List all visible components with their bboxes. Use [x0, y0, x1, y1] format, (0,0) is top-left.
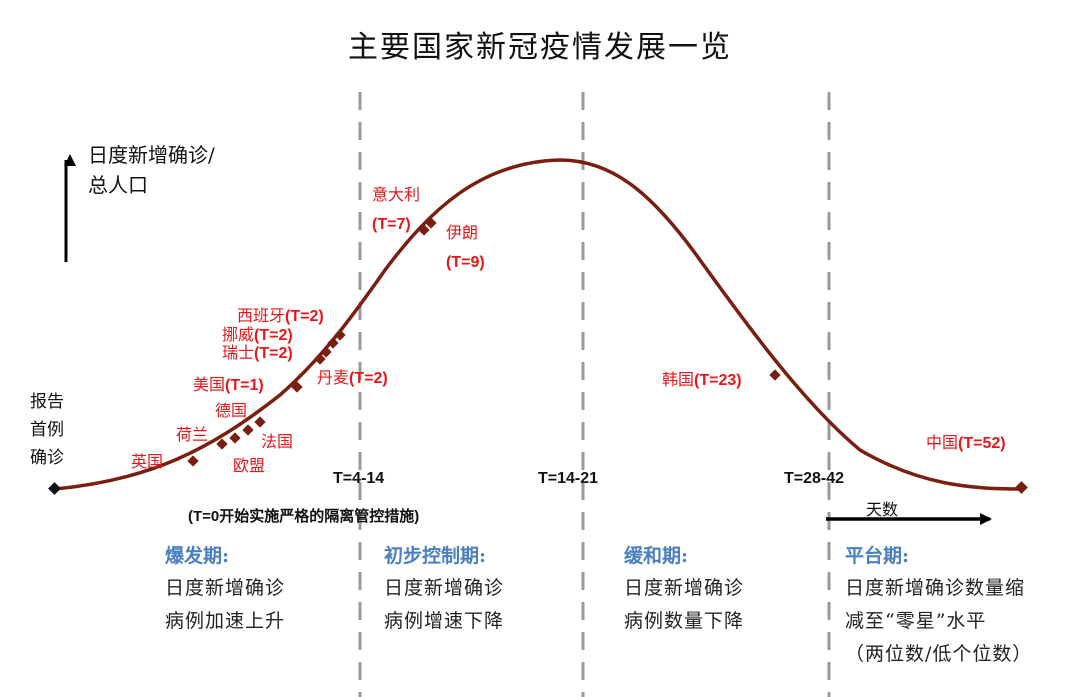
marker-ir	[425, 217, 437, 229]
label-es-name: 西班牙	[237, 306, 286, 325]
label-it-name: 意大利	[372, 185, 421, 204]
label-us-name: 美国	[193, 375, 226, 394]
phase-initial-control-title: 初步控制期:	[384, 545, 487, 567]
marker-es	[334, 329, 346, 341]
label-dk-name: 丹麦	[317, 368, 350, 387]
label-cn: 中国(T=52)	[926, 433, 1006, 454]
phase-easing-line-1: 日度新增确诊	[624, 577, 745, 599]
tick-t4-14: T=4-14	[333, 470, 385, 487]
phase-outbreak-line-2: 病例加速上升	[165, 610, 286, 632]
origin-label-line-1: 报告	[30, 392, 64, 412]
marker-dk	[314, 353, 326, 365]
label-it-t: (T=7)	[372, 216, 411, 233]
phase-plateau-line-3: （两位数/低个位数）	[845, 643, 1033, 665]
point-markers	[187, 217, 1028, 494]
label-cn-name: 中国	[926, 433, 959, 452]
x-axis-note: (T=0开始实施严格的隔离管控措施)	[188, 508, 420, 525]
label-ch-name: 瑞士	[222, 343, 255, 362]
label-nl: 荷兰	[176, 425, 208, 446]
marker-us	[291, 381, 303, 393]
label-eu-name: 欧盟	[233, 456, 266, 475]
origin-label: 报告 首例 确诊	[30, 388, 64, 472]
label-it: 意大利 (T=7)	[372, 180, 420, 240]
marker-uk	[187, 455, 199, 467]
epidemic-curve	[54, 158, 1024, 491]
marker-kr	[769, 369, 781, 381]
phase-outbreak-title: 爆发期:	[165, 545, 230, 567]
label-no-t: (T=2)	[254, 327, 293, 344]
origin-marker	[48, 482, 61, 495]
marker-it	[418, 224, 430, 236]
phase-easing-line-2: 病例数量下降	[624, 610, 745, 632]
phase-initial-control: 初步控制期: 日度新增确诊 病例增速下降	[384, 540, 504, 638]
marker-eu	[242, 424, 254, 436]
diagram-title: 主要国家新冠疫情发展一览	[348, 30, 732, 65]
marker-fr	[254, 416, 266, 428]
y-axis-label-line-2: 总人口	[88, 173, 148, 197]
label-ch: 瑞士(T=2)	[222, 343, 293, 364]
origin-label-line-2: 首例	[30, 420, 64, 440]
origin-label-line-3: 确诊	[30, 448, 64, 468]
label-eu: 欧盟	[233, 456, 265, 477]
label-nl-name: 荷兰	[176, 425, 209, 444]
label-kr-name: 韩国	[662, 370, 695, 389]
label-dk-t: (T=2)	[349, 370, 388, 387]
label-uk-name: 英国	[131, 452, 164, 471]
phase-outbreak-line-1: 日度新增确诊	[165, 577, 286, 599]
phase-plateau: 平台期: 日度新增确诊数量缩 减至“零星”水平 （两位数/低个位数）	[845, 540, 1032, 671]
phase-easing: 缓和期: 日度新增确诊 病例数量下降	[624, 540, 744, 638]
label-es: 西班牙(T=2)	[237, 306, 324, 327]
label-uk: 英国	[131, 452, 163, 473]
x-axis-label: 天数	[866, 500, 899, 519]
y-axis-label-line-1: 日度新增确诊/	[88, 143, 215, 167]
marker-ch	[320, 346, 332, 358]
label-cn-t: (T=52)	[958, 435, 1006, 452]
marker-cn	[1015, 481, 1028, 494]
label-kr-t: (T=23)	[694, 372, 742, 389]
label-de-name: 德国	[215, 401, 248, 420]
label-de: 德国	[215, 401, 247, 422]
phase-initial-control-line-1: 日度新增确诊	[384, 577, 505, 599]
label-ch-t: (T=2)	[254, 345, 293, 362]
label-no: 挪威(T=2)	[222, 325, 293, 346]
marker-nl	[216, 438, 228, 450]
phase-plateau-line-1: 日度新增确诊数量缩	[845, 577, 1026, 599]
label-ir: 伊朗 (T=9)	[446, 218, 485, 278]
label-ir-name: 伊朗	[446, 223, 479, 242]
phase-outbreak: 爆发期: 日度新增确诊 病例加速上升	[165, 540, 285, 638]
tick-t28-42: T=28-42	[784, 470, 845, 487]
label-us-t: (T=1)	[225, 377, 264, 394]
marker-de	[229, 432, 241, 444]
phase-plateau-line-2: 减至“零星”水平	[845, 610, 987, 632]
label-ir-t: (T=9)	[446, 254, 485, 271]
phase-easing-title: 缓和期:	[624, 545, 689, 567]
label-no-name: 挪威	[222, 325, 255, 344]
label-dk: 丹麦(T=2)	[317, 368, 388, 389]
y-axis-label: 日度新增确诊/ 总人口	[88, 140, 215, 200]
tick-t14-21: T=14-21	[538, 470, 599, 487]
label-kr: 韩国(T=23)	[662, 370, 742, 391]
phase-plateau-title: 平台期:	[845, 545, 910, 567]
label-es-t: (T=2)	[285, 308, 324, 325]
phase-initial-control-line-2: 病例增速下降	[384, 610, 505, 632]
label-fr: 法国	[261, 432, 293, 453]
label-fr-name: 法国	[261, 432, 294, 451]
marker-no	[327, 337, 339, 349]
label-us: 美国(T=1)	[193, 375, 264, 396]
